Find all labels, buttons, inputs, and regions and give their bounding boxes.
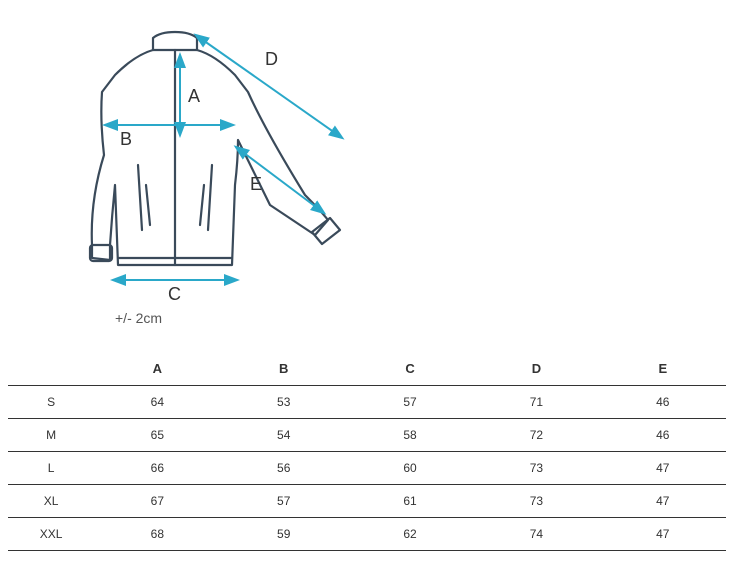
col-size <box>8 352 94 386</box>
label-d: D <box>265 49 278 69</box>
cell-d: 74 <box>473 518 599 551</box>
table-row: XXL 68 59 62 74 47 <box>8 518 726 551</box>
col-b: B <box>221 352 347 386</box>
cell-b: 59 <box>221 518 347 551</box>
cell-e: 47 <box>600 452 726 485</box>
cell-c: 60 <box>347 452 473 485</box>
cell-size: XXL <box>8 518 94 551</box>
size-table: A B C D E S 64 53 57 71 46 M 65 54 58 72 <box>8 352 726 551</box>
table-row: XL 67 57 61 73 47 <box>8 485 726 518</box>
table-row: M 65 54 58 72 46 <box>8 419 726 452</box>
col-d: D <box>473 352 599 386</box>
table-header-row: A B C D E <box>8 352 726 386</box>
cell-a: 66 <box>94 452 220 485</box>
cell-a: 64 <box>94 386 220 419</box>
size-table-container: A B C D E S 64 53 57 71 46 M 65 54 58 72 <box>8 352 726 551</box>
col-e: E <box>600 352 726 386</box>
cell-e: 46 <box>600 419 726 452</box>
table-row: S 64 53 57 71 46 <box>8 386 726 419</box>
table-row: L 66 56 60 73 47 <box>8 452 726 485</box>
cell-c: 57 <box>347 386 473 419</box>
cell-c: 61 <box>347 485 473 518</box>
label-e: E <box>250 174 262 194</box>
cell-size: L <box>8 452 94 485</box>
col-c: C <box>347 352 473 386</box>
cell-d: 72 <box>473 419 599 452</box>
cell-c: 58 <box>347 419 473 452</box>
cell-b: 57 <box>221 485 347 518</box>
cell-c: 62 <box>347 518 473 551</box>
label-a: A <box>188 86 200 106</box>
cell-size: M <box>8 419 94 452</box>
cell-b: 53 <box>221 386 347 419</box>
cell-size: S <box>8 386 94 419</box>
cell-b: 54 <box>221 419 347 452</box>
label-c: C <box>168 284 181 304</box>
cell-e: 46 <box>600 386 726 419</box>
cell-a: 67 <box>94 485 220 518</box>
label-b: B <box>120 129 132 149</box>
cell-b: 56 <box>221 452 347 485</box>
cell-e: 47 <box>600 485 726 518</box>
cell-d: 73 <box>473 485 599 518</box>
tolerance-note: +/- 2cm <box>115 310 162 326</box>
cell-size: XL <box>8 485 94 518</box>
measurement-arrows <box>110 38 338 280</box>
cell-a: 65 <box>94 419 220 452</box>
cell-a: 68 <box>94 518 220 551</box>
cell-d: 71 <box>473 386 599 419</box>
cell-d: 73 <box>473 452 599 485</box>
col-a: A <box>94 352 220 386</box>
cell-e: 47 <box>600 518 726 551</box>
jacket-diagram: D A B E C <box>60 20 390 330</box>
jacket-svg: D A B E C <box>60 20 390 330</box>
